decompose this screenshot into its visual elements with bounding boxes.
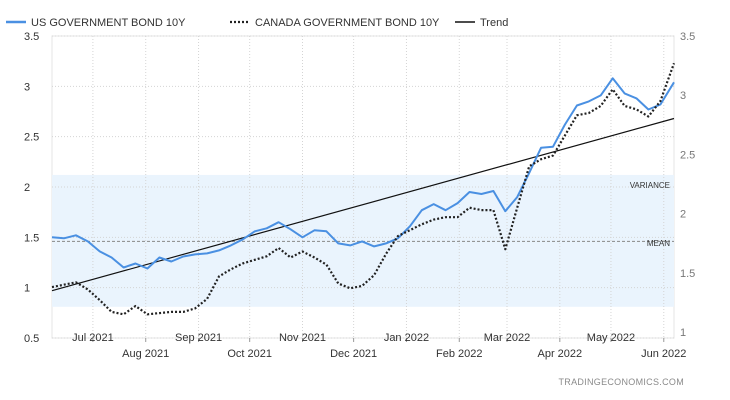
legend-item-us-bond[interactable]: US GOVERNMENT BOND 10Y bbox=[6, 17, 186, 29]
y-left-tick-label: 2.5 bbox=[24, 132, 39, 144]
x-tick-label: Jan 2022 bbox=[384, 332, 429, 344]
x-tick-label: Jul 2021 bbox=[72, 332, 114, 344]
legend-item-trend[interactable]: Trend bbox=[455, 17, 508, 29]
canada-bond-series-line bbox=[51, 62, 676, 316]
legend: US GOVERNMENT BOND 10Y CANADA GOVERNMENT… bbox=[6, 17, 508, 29]
legend-label-us-bond: US GOVERNMENT BOND 10Y bbox=[31, 17, 186, 29]
y-axis-left: 0.5 1 1.5 2 2.5 3 3.5 bbox=[24, 31, 39, 345]
x-tick-label: Aug 2021 bbox=[122, 348, 169, 360]
y-right-tick-label: 1 bbox=[680, 327, 686, 339]
variance-label: VARIANCE bbox=[630, 181, 670, 190]
x-tick-label: Nov 2021 bbox=[279, 332, 326, 344]
x-tick-label: Apr 2022 bbox=[537, 348, 582, 360]
x-tick-label: Jun 2022 bbox=[641, 348, 686, 360]
y-left-tick-label: 1.5 bbox=[24, 232, 39, 244]
source-watermark: TRADINGECONOMICS.COM bbox=[558, 377, 684, 387]
y-left-tick-label: 3.5 bbox=[24, 31, 39, 43]
grid-layer bbox=[52, 35, 674, 339]
x-tick-label: Dec 2021 bbox=[330, 348, 377, 360]
y-left-tick-label: 0.5 bbox=[24, 333, 39, 345]
y-right-tick-label: 3 bbox=[680, 90, 686, 102]
legend-item-canada-bond[interactable]: CANADA GOVERNMENT BOND 10Y bbox=[230, 17, 440, 29]
y-right-tick-label: 2 bbox=[680, 209, 686, 221]
x-tick-label: May 2022 bbox=[587, 332, 635, 344]
y-axis-right: 1 1.5 2 2.5 3 3.5 bbox=[680, 31, 695, 339]
y-left-tick-label: 3 bbox=[24, 81, 30, 93]
us-bond-series-line bbox=[51, 77, 675, 270]
x-tick-label: Feb 2022 bbox=[436, 348, 482, 360]
y-right-tick-label: 1.5 bbox=[680, 268, 695, 280]
legend-label-trend: Trend bbox=[480, 17, 508, 29]
x-tick-label: Sep 2021 bbox=[175, 332, 222, 344]
x-axis: Jul 2021 Aug 2021 Sep 2021 Oct 2021 Nov 2021… bbox=[72, 332, 686, 360]
legend-label-canada-bond: CANADA GOVERNMENT BOND 10Y bbox=[255, 17, 440, 29]
y-left-tick-label: 2 bbox=[24, 182, 30, 194]
x-tick-label: Mar 2022 bbox=[484, 332, 530, 344]
mean-label: MEAN bbox=[647, 239, 670, 248]
y-right-tick-label: 3.5 bbox=[680, 31, 695, 43]
y-left-tick-label: 1 bbox=[24, 283, 30, 295]
x-tick-label: Oct 2021 bbox=[227, 348, 272, 360]
series-layer bbox=[51, 62, 676, 316]
y-right-tick-label: 2.5 bbox=[680, 149, 695, 161]
